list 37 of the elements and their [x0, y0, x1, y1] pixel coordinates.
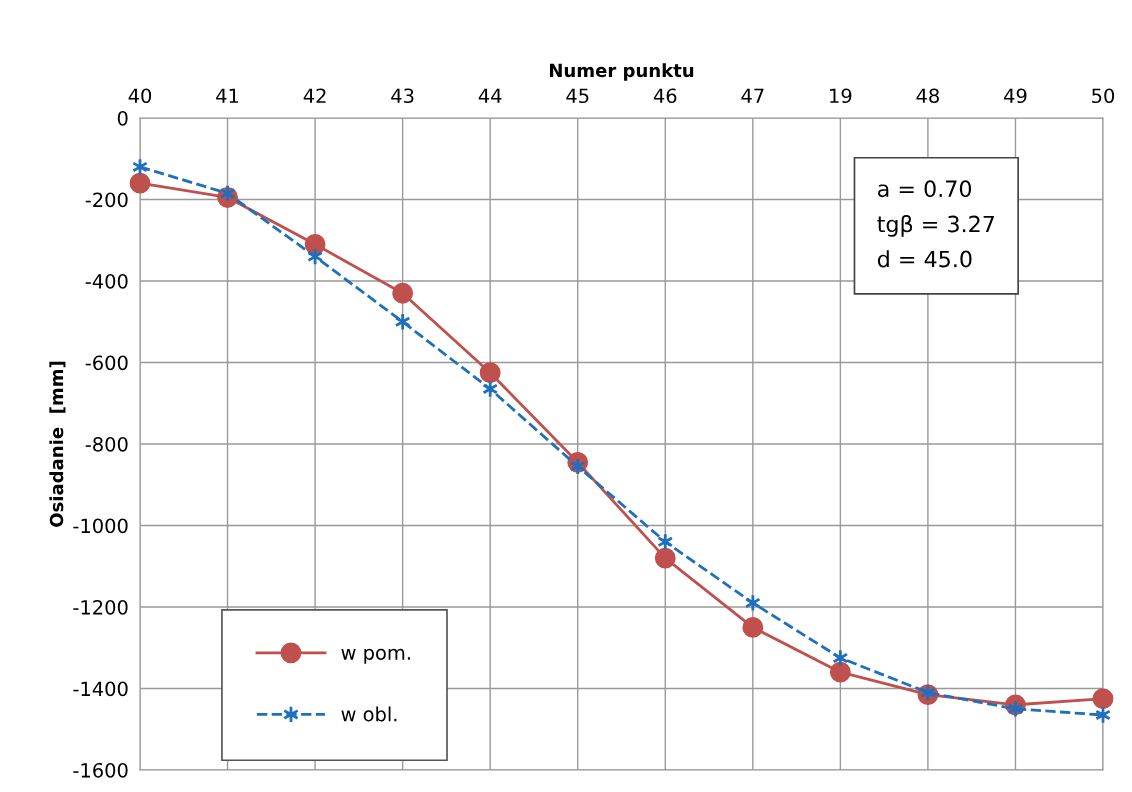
y-tick-label: 0 [117, 110, 128, 126]
point [829, 661, 851, 683]
legend-label: w pom. [341, 648, 410, 664]
annotation: d = 45.0 [877, 250, 972, 268]
y-tick-label: -600 [85, 355, 128, 371]
y-tick-label: -1600 [73, 762, 128, 778]
point [304, 233, 326, 255]
y-tick-label: -200 [85, 192, 128, 208]
x-tick-label: 50 [1092, 88, 1115, 104]
x-tick-label: 40 [128, 88, 152, 104]
point [482, 379, 499, 399]
x-tick-label: 44 [478, 88, 502, 103]
y-tick-label: -800 [85, 436, 128, 452]
y-tick-label: -1400 [73, 681, 128, 697]
x-tick-label: 45 [566, 88, 589, 104]
point [654, 547, 676, 569]
x-tick-label: 41 [216, 88, 239, 103]
point [1092, 688, 1114, 710]
x-axis-title: Numer punktu [549, 63, 694, 81]
point [129, 172, 151, 194]
legend-label: w obl. [341, 706, 397, 722]
y-tick-label: -1200 [73, 599, 128, 615]
x-tick-label: 43 [391, 88, 414, 104]
x-tick-label: 49 [1004, 88, 1027, 104]
x-tick-label: 19 [830, 88, 852, 104]
point [392, 282, 414, 304]
point [479, 362, 501, 384]
y-tick-label: -1000 [73, 518, 128, 534]
x-tick-label: 48 [916, 88, 939, 104]
y-axis-title: Osiadanie [mm] [49, 361, 66, 527]
x-tick-label: 46 [653, 88, 677, 104]
x-tick-label: 42 [303, 88, 326, 103]
annotation: a = 0.70 [878, 180, 972, 198]
y-tick-label: -400 [85, 273, 128, 289]
annotation: tgβ = 3.27 [877, 215, 995, 237]
point [742, 616, 764, 638]
x-tick-label: 47 [741, 88, 764, 103]
